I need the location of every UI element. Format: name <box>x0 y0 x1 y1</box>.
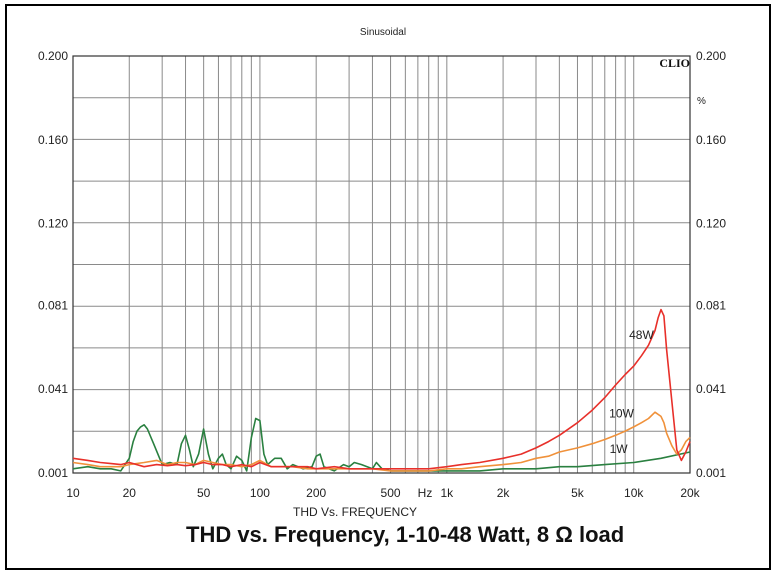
chart-frame <box>5 4 771 570</box>
y-tick-label-left: 0.160 <box>38 133 68 147</box>
series-label-48w: 48W <box>629 328 654 342</box>
x-axis-title: THD Vs. FREQUENCY <box>293 505 417 519</box>
plot-border <box>72 55 691 474</box>
y-tick-label-right: 0.160 <box>696 133 726 147</box>
chart-title: Sinusoidal <box>360 27 406 38</box>
tick-labels: 10 20 50 100 200 500 1k 2k 5k 10k 20k 0.001 0.001 0.0… <box>38 49 726 500</box>
series-line-48w <box>72 308 691 470</box>
y-tick-label-left: 0.001 <box>38 466 68 480</box>
y-tick-label-right: 0.001 <box>696 466 726 480</box>
x-tick-label: 2k <box>497 486 511 500</box>
x-tick-label: 1k <box>440 486 454 500</box>
x-tick-label: 10 <box>66 486 80 500</box>
series-label-1w: 1W <box>610 442 629 456</box>
y-tick-label-left: 0.081 <box>38 298 68 312</box>
y-tick-label-right: 0.120 <box>696 217 726 231</box>
y-tick-label-left: 0.041 <box>38 382 68 396</box>
grid <box>73 56 690 473</box>
x-tick-label: 5k <box>571 486 585 500</box>
y-tick-label-right: 0.081 <box>696 298 726 312</box>
x-tick-label: 500 <box>381 486 401 500</box>
x-tick-label: 20k <box>680 486 700 500</box>
clio-brand-label: CLIO <box>659 56 690 70</box>
series-label-10w: 10W <box>609 406 634 420</box>
y-tick-label-left: 0.120 <box>38 217 68 231</box>
y-tick-label-right: 0.041 <box>696 382 726 396</box>
x-tick-label: 50 <box>197 486 211 500</box>
right-unit-label: % <box>697 96 706 107</box>
series-layer: 1W 10W 48W <box>72 308 691 472</box>
x-tick-label: 10k <box>624 486 644 500</box>
y-tick-label-left: 0.200 <box>38 49 68 63</box>
x-tick-label: 20 <box>123 486 137 500</box>
series-line-10w <box>72 411 691 472</box>
figure-caption: THD vs. Frequency, 1-10-48 Watt, 8 Ω loa… <box>186 522 625 547</box>
x-tick-label: 200 <box>306 486 326 500</box>
y-tick-label-right: 0.200 <box>696 49 726 63</box>
hz-unit-label: Hz <box>418 486 433 500</box>
x-tick-label: 100 <box>250 486 270 500</box>
